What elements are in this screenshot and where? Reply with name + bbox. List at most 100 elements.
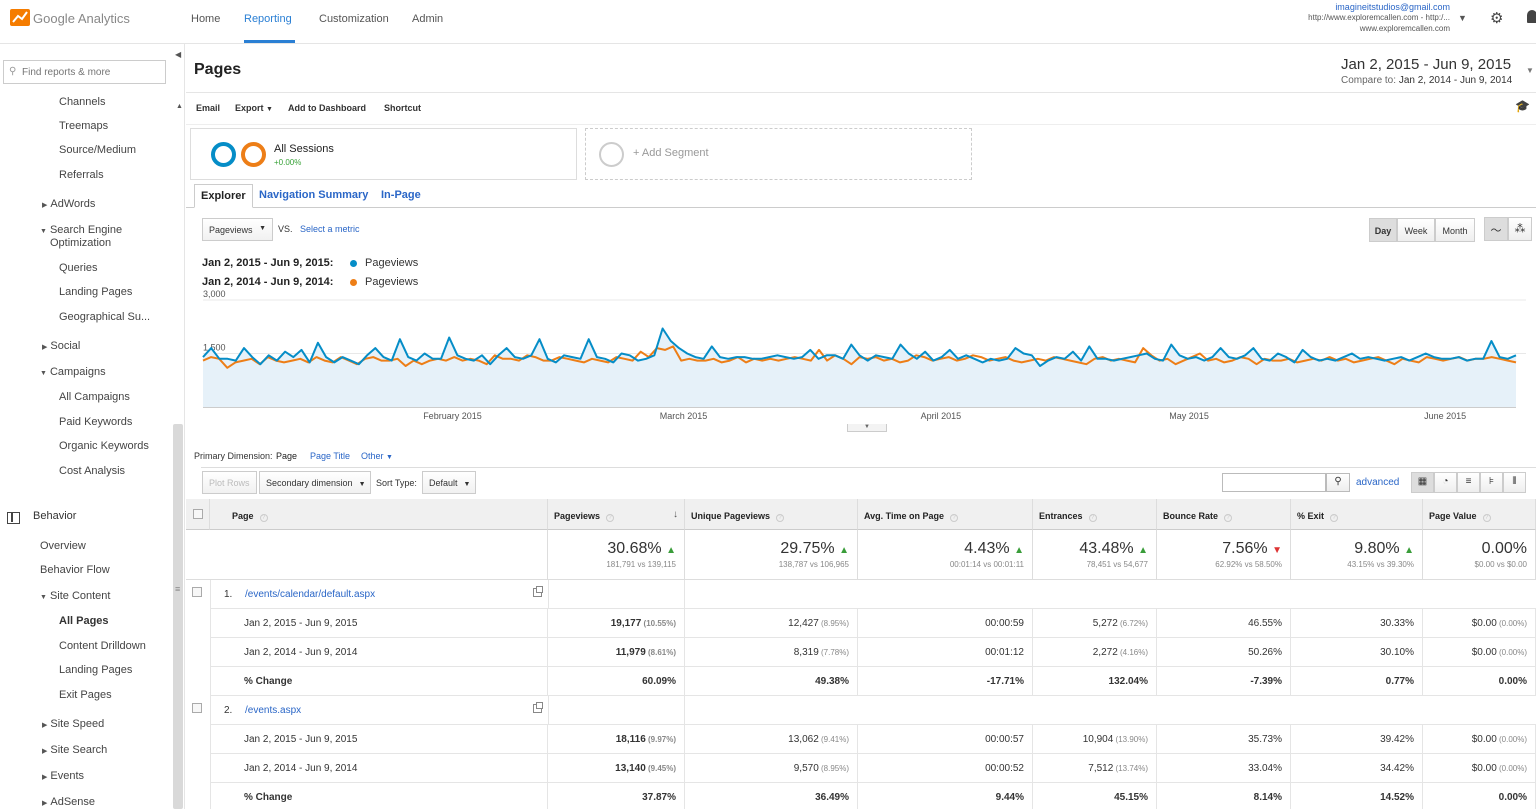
sidebar-item-site-speed[interactable]: ▶ Site Speed (42, 718, 104, 730)
comparison-view-icon[interactable]: ⊧ (1480, 472, 1503, 493)
sort-type-select[interactable]: Default ▼ (422, 471, 476, 494)
sidebar-item-paid-keywords[interactable]: Paid Keywords (59, 416, 133, 428)
column-header-bounce-rate[interactable]: Bounce Rate? (1157, 499, 1291, 530)
sidebar-item-site-content[interactable]: ▼ Site Content (40, 590, 110, 602)
page-link[interactable]: /events/calendar/default.aspx (245, 589, 376, 600)
tab-explorer[interactable]: Explorer (194, 184, 253, 208)
data-table-view-icon[interactable]: ▦ (1411, 472, 1434, 493)
table-filter-input[interactable] (1222, 473, 1326, 492)
granularity-month-button[interactable]: Month (1435, 218, 1475, 242)
dimension-page[interactable]: Page (276, 451, 298, 461)
sidebar-item-events[interactable]: ▶ Events (42, 770, 84, 782)
help-icon[interactable]: ? (606, 514, 615, 522)
analytics-logo-icon[interactable] (10, 9, 30, 26)
series-line-1[interactable] (202, 345, 1517, 369)
sidebar-item-cost-analysis[interactable]: Cost Analysis (59, 465, 126, 477)
notification-bell-icon[interactable] (1527, 10, 1536, 23)
granularity-week-button[interactable]: Week (1397, 218, 1435, 242)
granularity-day-button[interactable]: Day (1369, 218, 1397, 242)
secondary-dimension-select[interactable]: Secondary dimension ▼ (259, 471, 371, 494)
sidebar-item-all-pages[interactable]: All Pages (59, 615, 109, 627)
nav-reporting[interactable]: Reporting (244, 13, 292, 25)
dimension-other[interactable]: Other ▼ (361, 451, 393, 461)
sidebar-item-adwords[interactable]: ▶ AdWords (42, 198, 95, 210)
shortcut-button[interactable]: Shortcut (384, 103, 421, 113)
graduation-cap-icon[interactable]: 🎓 (1515, 99, 1530, 113)
account-property[interactable]: http://www.exploremcallen.com - http:/..… (1308, 13, 1450, 22)
column-header-exit[interactable]: % Exit? (1291, 499, 1423, 530)
sort-descending-icon[interactable]: ↓ (673, 509, 678, 520)
sidebar-item-content-drilldown[interactable]: Content Drilldown (59, 640, 146, 652)
open-page-icon[interactable] (533, 702, 543, 713)
help-icon[interactable]: ? (1482, 514, 1491, 522)
tab-navigation-summary[interactable]: Navigation Summary (259, 189, 369, 201)
add-to-dashboard-button[interactable]: Add to Dashboard (288, 103, 366, 113)
term-cloud-view-icon[interactable]: ⦀ (1503, 472, 1526, 493)
email-button[interactable]: Email (196, 103, 221, 113)
select-metric-link[interactable]: Select a metric (300, 224, 360, 234)
sidebar-item-seo-landing-pages[interactable]: Landing Pages (59, 286, 133, 298)
help-icon[interactable]: ? (1088, 514, 1097, 522)
help-icon[interactable]: ? (776, 514, 785, 522)
nav-admin[interactable]: Admin (412, 13, 444, 25)
sidebar-item-source-medium[interactable]: Source/Medium (59, 144, 137, 156)
dimension-page-title[interactable]: Page Title (310, 451, 351, 461)
tab-in-page[interactable]: In-Page (381, 189, 421, 201)
segment-all-sessions[interactable]: All Sessions +0.00% (190, 128, 577, 180)
sidebar-item-social[interactable]: ▶ Social (42, 340, 80, 352)
resize-grip-icon[interactable]: ≡ (175, 584, 181, 594)
sidebar-item-seo[interactable]: ▼ Search Engine (40, 224, 122, 236)
sidebar-item-behavior-flow[interactable]: Behavior Flow (40, 564, 110, 576)
sidebar-item-seo-line2[interactable]: Optimization (50, 237, 112, 249)
sidebar-item-channels[interactable]: Channels (59, 96, 106, 108)
date-dropdown-icon[interactable]: ▼ (1526, 66, 1534, 75)
metric-select[interactable]: Pageviews ▼ (202, 218, 273, 241)
motion-chart-icon[interactable]: ⁂ (1508, 217, 1532, 241)
search-input[interactable] (22, 64, 162, 80)
sidebar-item-overview[interactable]: Overview (40, 540, 86, 552)
sidebar-item-exit-pages[interactable]: Exit Pages (59, 689, 112, 701)
table-row[interactable]: 1. /events/calendar/default.aspx (192, 580, 1536, 609)
account-dropdown-icon[interactable]: ▼ (1458, 13, 1467, 23)
series-line-0[interactable] (202, 327, 1517, 367)
search-icon[interactable]: ⚲ (1326, 473, 1350, 492)
collapse-chart-icon[interactable]: ▼ (847, 424, 887, 432)
line-chart-icon[interactable]: 〜 (1484, 217, 1508, 241)
help-icon[interactable]: ? (1330, 514, 1339, 522)
sidebar-item-adsense[interactable]: ▶ AdSense (42, 796, 95, 808)
select-all-checkbox[interactable] (193, 509, 203, 519)
report-search[interactable]: ⚲ (3, 60, 166, 84)
sidebar-item-landing-pages[interactable]: Landing Pages (59, 664, 133, 676)
logo-text[interactable]: Google Analytics (33, 11, 130, 26)
open-page-icon[interactable] (533, 586, 543, 597)
gear-icon[interactable]: ⚙ (1490, 10, 1504, 27)
column-header-entrances[interactable]: Entrances? (1033, 499, 1157, 530)
advanced-filter-link[interactable]: advanced (1356, 477, 1400, 488)
sidebar-scrollbar[interactable] (173, 424, 183, 809)
sidebar-item-treemaps[interactable]: Treemaps (59, 120, 109, 132)
help-icon[interactable]: ? (950, 514, 959, 522)
plot-rows-button[interactable]: Plot Rows (202, 471, 257, 494)
collapse-sidebar-icon[interactable]: ◀ (175, 50, 182, 59)
account-email[interactable]: imagineitstudios@gmail.com (1335, 2, 1450, 12)
scroll-up-icon[interactable]: ▲ (176, 103, 183, 110)
sidebar-item-site-search[interactable]: ▶ Site Search (42, 744, 107, 756)
column-header-pageviews[interactable]: Pageviews? ↓ (548, 499, 685, 530)
nav-home[interactable]: Home (191, 13, 221, 25)
sidebar-item-all-campaigns[interactable]: All Campaigns (59, 391, 130, 403)
date-range-picker[interactable]: Jan 2, 2015 - Jun 9, 2015 (1341, 56, 1512, 73)
column-header-unique-pageviews[interactable]: Unique Pageviews? (685, 499, 858, 530)
pie-view-icon[interactable]: ◔ (1434, 472, 1457, 493)
table-row[interactable]: 2. /events.aspx (192, 696, 1536, 725)
sidebar-item-geographical[interactable]: Geographical Su... (59, 311, 151, 323)
column-header-page-value[interactable]: Page Value? (1423, 499, 1536, 530)
sidebar-section-behavior[interactable]: Behavior (33, 510, 77, 522)
sidebar-item-campaigns[interactable]: ▼ Campaigns (40, 366, 106, 378)
column-header-avg-time[interactable]: Avg. Time on Page? (858, 499, 1033, 530)
help-icon[interactable]: ? (1224, 514, 1233, 522)
sidebar-item-referrals[interactable]: Referrals (59, 169, 104, 181)
row-checkbox[interactable] (192, 703, 202, 713)
sidebar-item-queries[interactable]: Queries (59, 262, 98, 274)
account-view[interactable]: www.exploremcallen.com (1359, 24, 1450, 33)
performance-view-icon[interactable]: ≡ (1457, 472, 1480, 493)
